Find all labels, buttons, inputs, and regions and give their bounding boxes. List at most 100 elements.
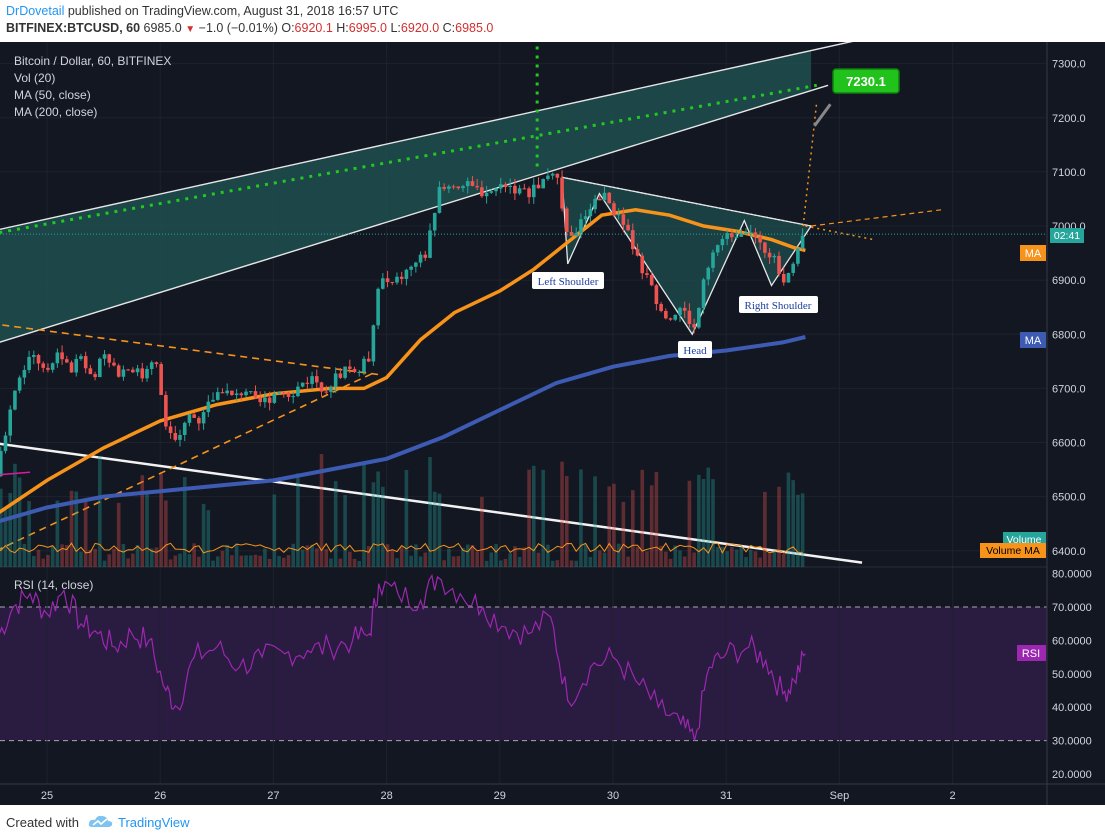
candle-body [74,358,79,373]
candle-body [69,362,74,373]
candle-body [140,368,145,379]
candle-body [50,363,55,370]
author-link[interactable]: DrDovetail [6,4,65,18]
price-tick-label: 6600.0 [1052,438,1086,450]
long-term-support-line[interactable] [0,442,863,564]
candle-body [579,219,583,234]
candle-body [263,397,267,403]
volume-bar [414,544,418,567]
volume-bar [187,554,192,567]
volume-bar [234,543,239,567]
candle-body [390,282,395,284]
wedge-upper-line[interactable] [0,42,862,231]
volume-bar [631,490,635,567]
time-axis[interactable]: 25 26 27 28 29 30 31 Sep 2 [41,790,956,802]
candle-body [381,278,385,289]
candle-body [763,242,767,253]
candle-body [305,382,310,384]
volume-bar [758,557,762,567]
volume-bar [777,486,781,567]
volume-bar [484,560,489,567]
target-badge[interactable]: 7230.1 [832,68,900,94]
volume-bar [616,543,621,567]
candle-body [234,393,239,395]
candle-body [791,263,795,273]
volume-bar [102,560,107,567]
volume-bar [720,546,725,567]
volume-bar [659,545,663,567]
candle-body [173,432,178,440]
volume-bar [555,560,560,567]
rsi-tick-label: 70.0000 [1052,602,1092,614]
volume-bar [612,483,616,567]
volume-bar [748,549,753,567]
candle-body [432,212,437,231]
volume-bar [503,558,508,567]
volume-bar [338,558,343,567]
volume-bar [164,500,168,567]
rising-wedge-fill [0,50,812,343]
volume-bar [569,560,574,567]
volume-bar [522,547,527,567]
candle-body [135,368,140,373]
ohlc-line: BITFINEX:BTCUSD, 60 6985.0 ▼ −1.0 (−0.01… [6,21,493,35]
chart-canvas[interactable]: Left Shoulder Head Right Shoulder 7230.1… [0,42,1105,805]
volume-bar [277,556,281,567]
legend-ma50: MA (50, close) [14,88,91,102]
candle-body [348,366,352,369]
price-tick-label: 6400.0 [1052,546,1086,558]
candle-body [343,366,347,378]
volume-bar [508,553,512,567]
candle-body [404,269,409,279]
candle-body [277,392,281,394]
candle-body [423,254,428,258]
footer: Created with TradingView [0,805,1105,839]
volume-bar [173,555,178,567]
low-value: 6920.0 [400,21,440,35]
volume-bar [654,471,659,567]
neckline-extension[interactable] [811,209,942,227]
volume-bar [602,552,607,567]
candle-body [480,187,484,197]
price-pane [0,42,1047,567]
orange-dashed-support[interactable] [0,371,376,551]
legend-ma200: MA (200, close) [14,105,97,119]
candle-body [145,368,149,379]
volume-bar [371,482,376,567]
tradingview-link[interactable]: TradingView [118,815,190,830]
volume-bar [366,546,371,567]
candle-body [470,181,475,186]
candle-body [484,192,489,197]
price-axis[interactable]: 7300.07200.07100.07000.06900.06800.06700… [1052,59,1086,558]
rsi-badge-text: RSI [1022,648,1040,660]
volume-bar [135,544,140,567]
volume-bar [310,544,314,567]
orange-dashed-resistance[interactable] [0,323,382,376]
ma200-badge-text: MA [1025,335,1042,347]
volume-bar [197,556,201,567]
wedge-lower-line[interactable] [0,84,829,345]
volume-bar [362,464,366,567]
candle-body [164,395,168,427]
rsi-axis[interactable]: 80.0000 70.0000 60.0000 50.0000 40.0000 30.00… [1052,569,1092,781]
candle-body [414,262,418,267]
volume-bar [131,553,135,567]
volume-bar [513,546,517,567]
volume-bar [564,476,569,567]
volume-bar [267,558,272,567]
candle-body [682,307,687,311]
volume-bar [730,547,734,567]
volume-bar [753,551,758,567]
candle-body [13,390,17,410]
volume-bar [220,550,225,567]
close-value: 6985.0 [455,21,494,35]
volume-bar [239,555,244,567]
legend-title: Bitcoin / Dollar, 60, BITFINEX [14,54,171,68]
candle-body [753,232,758,237]
volume-bar [324,549,329,567]
volume-bar [230,555,234,567]
volume-bar [36,549,41,567]
volume-bar [272,494,277,567]
target-text: 7230.1 [846,74,886,89]
volume-bar [381,486,385,567]
